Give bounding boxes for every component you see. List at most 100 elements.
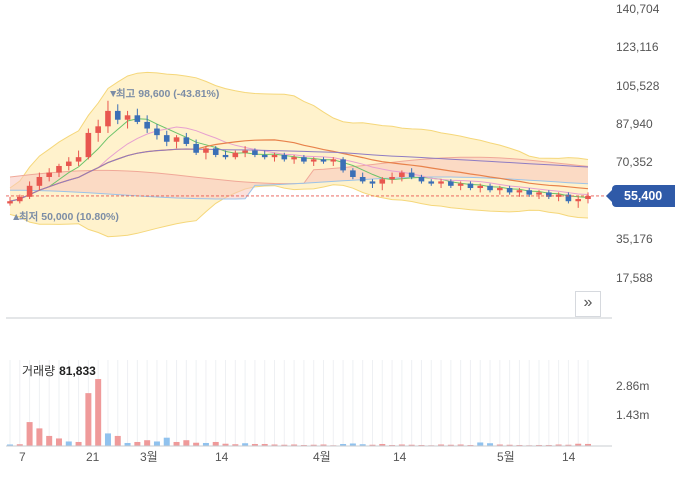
current-price-tag: 55,400 — [606, 185, 675, 207]
candle-body — [516, 190, 523, 193]
price-pane — [6, 71, 612, 238]
x-tick: 7 — [19, 450, 26, 464]
candle-body — [389, 176, 395, 180]
candle-body — [75, 157, 82, 162]
candle-body — [154, 128, 160, 136]
volume-bar — [281, 444, 288, 446]
candle-body — [457, 183, 464, 186]
volume-bar — [585, 443, 591, 446]
volume-bar — [379, 443, 386, 446]
volume-bar — [173, 441, 180, 446]
price-tick: 35,176 — [616, 232, 653, 246]
candle-body — [281, 154, 288, 160]
expand-chart-button[interactable]: » — [575, 291, 601, 317]
candle-body — [173, 137, 180, 142]
candle-body — [183, 137, 190, 144]
x-tick: 4월 — [313, 450, 331, 464]
candle-body — [330, 159, 337, 162]
x-tick: 14 — [393, 450, 407, 464]
volume-tick: 2.86m — [616, 379, 649, 393]
volume-bar — [212, 441, 219, 446]
candle-body — [193, 143, 199, 153]
candle-body — [565, 194, 572, 202]
volume-title: 거래량 81,833 — [22, 362, 96, 379]
volume-bar — [447, 444, 454, 446]
price-tick: 17,588 — [616, 271, 653, 285]
volume-bar — [163, 437, 170, 446]
low-marker-arrow-icon: ▲ — [11, 211, 21, 223]
price-tick: 123,116 — [616, 40, 659, 54]
volume-bar — [7, 444, 13, 446]
price-tick: 105,528 — [616, 79, 660, 93]
ichimoku-cloud — [10, 157, 588, 199]
volume-bar — [496, 444, 503, 446]
volume-bar — [506, 444, 513, 446]
bollinger-lower-line — [9, 184, 589, 238]
candle-body — [418, 176, 425, 182]
candle-body — [203, 148, 209, 153]
ma60-line — [9, 148, 589, 202]
candle-body — [36, 176, 43, 186]
candle-body — [163, 135, 170, 142]
candle-body — [56, 165, 62, 173]
x-tick: 21 — [86, 450, 100, 464]
candle-body — [212, 148, 219, 155]
candle-body — [222, 154, 229, 158]
candle-body — [26, 185, 33, 197]
candle-body — [369, 181, 376, 184]
candle-body — [536, 192, 542, 195]
volume-bar — [232, 444, 239, 446]
candle-body — [124, 115, 131, 120]
volume-bar — [310, 444, 317, 446]
volume-bar — [291, 444, 298, 446]
volume-bar — [55, 438, 62, 446]
candle-body — [252, 150, 258, 155]
candle-body — [114, 110, 121, 120]
volume-bar — [438, 444, 445, 446]
candle-body — [95, 126, 101, 133]
volume-bar — [193, 442, 200, 446]
high-marker: 최고 98,600 (-43.81%) — [116, 87, 219, 100]
volume-bar — [418, 444, 425, 446]
candle-body — [467, 183, 474, 189]
volume-bar — [575, 443, 582, 446]
candle-body — [261, 154, 268, 158]
volume-bar — [114, 435, 121, 446]
price-tick: 140,704 — [616, 2, 660, 16]
ma10-line — [9, 126, 589, 202]
x-tick: 14 — [562, 450, 576, 464]
volume-bar — [242, 443, 249, 446]
volume-pane — [7, 360, 591, 447]
candle-body — [65, 161, 72, 166]
volume-bar — [144, 440, 151, 446]
ichimoku-span-b — [9, 176, 589, 200]
volume-bar — [477, 442, 484, 446]
candle-body — [546, 192, 552, 197]
volume-label: 거래량 — [22, 364, 56, 378]
volume-bar — [75, 441, 82, 446]
x-tick: 5월 — [497, 450, 515, 464]
candle-body — [46, 172, 52, 177]
volume-bar — [349, 443, 356, 446]
volume-bar — [36, 428, 43, 446]
volume-bar — [183, 440, 190, 446]
volume-bar — [95, 379, 102, 446]
candle-body — [487, 185, 493, 191]
volume-bar — [516, 444, 523, 446]
volume-bar — [153, 441, 160, 446]
volume-bar — [389, 444, 396, 446]
candle-body — [7, 201, 13, 204]
candle-body — [379, 179, 386, 184]
candle-body — [497, 188, 503, 191]
price-tick: 70,352 — [616, 155, 653, 169]
volume-value: 81,833 — [59, 364, 96, 378]
volume-bar — [124, 442, 131, 446]
candle-body — [448, 181, 454, 186]
volume-bar — [555, 444, 562, 446]
candle-body — [242, 150, 248, 153]
candle-body — [320, 159, 327, 162]
volume-bar — [202, 442, 209, 446]
volume-bar — [457, 444, 464, 446]
volume-bar — [16, 444, 23, 446]
